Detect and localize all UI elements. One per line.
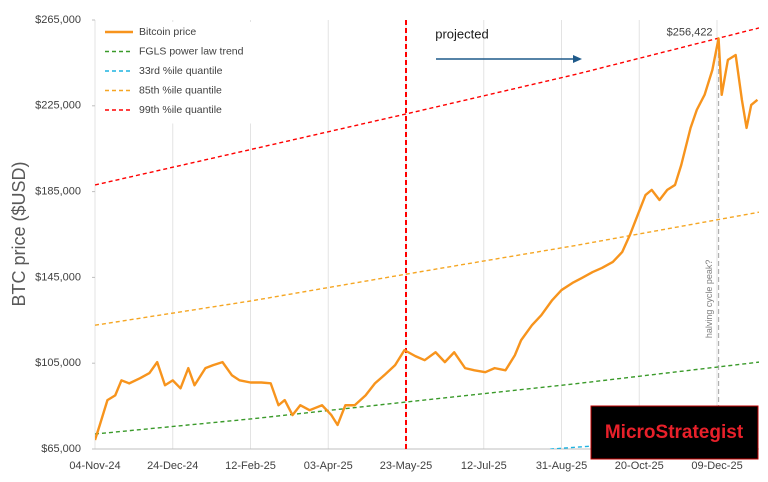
price-line — [95, 37, 759, 441]
trend-line — [95, 211, 759, 326]
logo-box — [590, 405, 759, 460]
x-tick-label: 20-Oct-25 — [615, 460, 664, 472]
x-tick-label: 24-Dec-24 — [147, 460, 198, 472]
x-tick-label: 31-Aug-25 — [536, 460, 587, 472]
legend-box — [97, 22, 257, 124]
x-tick-label: 03-Apr-25 — [304, 460, 353, 472]
trend-line — [95, 27, 759, 186]
x-tick-label: 12-Feb-25 — [225, 460, 276, 472]
legend-label: FGLS power law trend — [139, 45, 244, 57]
y-tick-label: $185,000 — [35, 186, 81, 198]
x-tick-label: 12-Jul-25 — [461, 460, 507, 472]
legend-label: 85th %ile quantile — [139, 84, 222, 96]
y-axis-title: BTC price ($USD) — [9, 161, 29, 306]
x-tick-label: 23-May-25 — [380, 460, 433, 472]
annotation: halving cycle peak? — [704, 260, 714, 339]
value-label: $256,422 — [667, 26, 713, 38]
y-tick-label: $225,000 — [35, 100, 81, 112]
legend-label: 99th %ile quantile — [139, 104, 222, 116]
logo: MicroStrategist — [605, 422, 744, 443]
legend-label: Bitcoin price — [139, 26, 196, 38]
annotation: projected — [435, 26, 488, 41]
y-tick-label: $145,000 — [35, 271, 81, 283]
y-tick-label: $105,000 — [35, 357, 81, 369]
y-tick-label: $265,000 — [35, 14, 81, 26]
y-tick-label: $65,000 — [41, 443, 81, 455]
x-tick-label: 09-Dec-25 — [691, 460, 742, 472]
legend-label: 33rd %ile quantile — [139, 65, 223, 77]
x-tick-label: 04-Nov-24 — [69, 460, 120, 472]
annotation-arrowhead — [573, 55, 582, 63]
